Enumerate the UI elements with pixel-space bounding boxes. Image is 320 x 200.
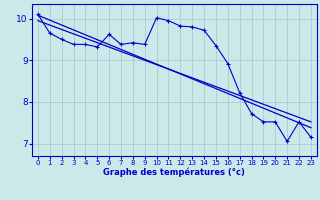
X-axis label: Graphe des températures (°c): Graphe des températures (°c) <box>103 168 245 177</box>
